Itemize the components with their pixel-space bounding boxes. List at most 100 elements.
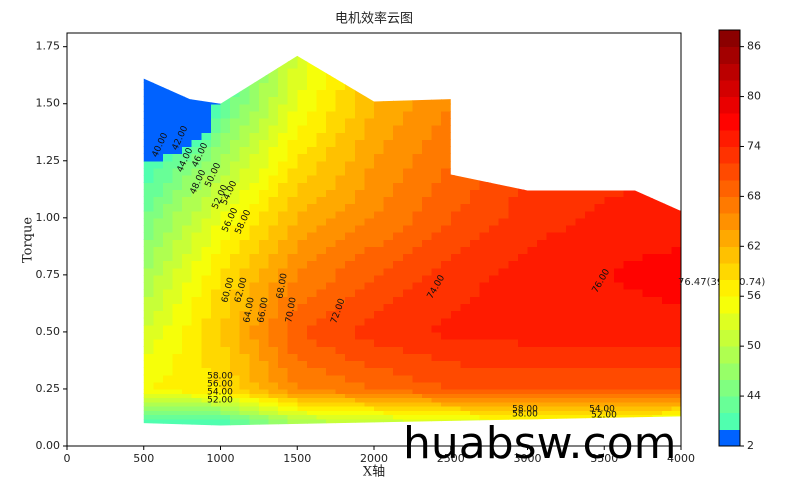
contour-cell xyxy=(364,388,375,394)
contour-cell xyxy=(585,189,596,198)
contour-cell xyxy=(556,167,567,176)
contour-cell xyxy=(527,303,538,312)
contour-cell xyxy=(153,224,164,233)
contour-cell xyxy=(297,331,308,340)
contour-cell xyxy=(671,260,681,269)
contour-cell xyxy=(585,55,596,62)
contour-cell xyxy=(623,182,634,190)
contour-cell xyxy=(268,217,279,226)
contour-cell xyxy=(422,32,432,55)
contour-cell xyxy=(182,224,193,233)
contour-cell xyxy=(249,217,260,226)
contour-cell xyxy=(374,367,385,376)
contour-cell xyxy=(498,367,509,376)
contour-cell xyxy=(364,125,375,133)
contour-cell xyxy=(374,289,385,297)
contour-cell xyxy=(431,146,442,155)
contour-cell xyxy=(613,146,625,155)
contour-cell xyxy=(354,401,366,407)
contour-cell xyxy=(594,117,605,126)
contour-cell xyxy=(565,82,577,91)
contour-cell xyxy=(335,414,346,420)
contour-cell xyxy=(220,393,231,399)
contour-cell xyxy=(412,103,423,112)
contour-cell xyxy=(278,139,289,148)
contour-cell xyxy=(594,410,605,416)
contour-cell xyxy=(661,196,673,205)
contour-cell xyxy=(575,346,586,354)
contour-cell xyxy=(354,317,366,326)
contour-cell xyxy=(585,253,596,262)
contour-cell xyxy=(412,132,423,140)
contour-cell xyxy=(143,406,154,411)
contour-cell xyxy=(258,397,270,403)
contour-cell xyxy=(565,232,577,240)
contour-cell xyxy=(565,339,577,347)
contour-cell xyxy=(191,353,202,362)
contour-cell xyxy=(143,224,154,233)
contour-cell xyxy=(661,110,673,119)
contour-cell xyxy=(585,267,596,276)
contour-cell xyxy=(575,68,586,76)
contour-cell xyxy=(210,289,222,297)
contour-cell xyxy=(642,346,653,354)
contour-cell xyxy=(374,414,385,420)
contour-cell xyxy=(537,96,548,105)
contour-cell xyxy=(230,267,241,276)
y-tick-label: 1.00 xyxy=(36,211,61,224)
contour-cell xyxy=(153,117,164,126)
contour-cell xyxy=(489,160,500,169)
contour-cell xyxy=(441,110,452,119)
contour-cell xyxy=(517,401,529,407)
contour-cell xyxy=(671,139,681,148)
contour-cell xyxy=(508,274,519,283)
contour-cell xyxy=(613,410,625,416)
contour-cell xyxy=(230,246,241,255)
contour-cell xyxy=(249,410,260,416)
x-tick-label: 1500 xyxy=(283,452,311,465)
contour-cell xyxy=(517,232,529,240)
contour-cell xyxy=(278,360,289,369)
contour-cell xyxy=(230,160,241,169)
contour-cell xyxy=(326,374,337,383)
contour-cell xyxy=(393,260,404,269)
contour-cell xyxy=(594,310,605,319)
contour-cell xyxy=(546,317,557,326)
contour-cell xyxy=(623,189,634,198)
contour-cell xyxy=(345,317,356,326)
contour-cell xyxy=(642,331,653,340)
contour-cell xyxy=(210,153,222,162)
contour-cell xyxy=(278,196,289,205)
contour-cell xyxy=(671,196,681,205)
contour-cell xyxy=(633,414,644,420)
contour-cell xyxy=(421,388,433,394)
contour-cell xyxy=(210,331,222,340)
contour-cell xyxy=(498,167,509,176)
contour-cell xyxy=(623,217,634,226)
contour-cell xyxy=(220,103,231,112)
contour-cell xyxy=(249,89,260,98)
contour-cell xyxy=(182,360,193,369)
contour-cell xyxy=(508,410,519,416)
contour-cell xyxy=(258,346,270,354)
contour-cell xyxy=(306,146,318,155)
contour-cell xyxy=(143,289,154,297)
contour-cell xyxy=(652,339,663,347)
contour-cell xyxy=(220,246,231,255)
contour-cell xyxy=(623,410,634,416)
contour-cell xyxy=(671,224,681,233)
contour-cell xyxy=(613,160,625,169)
contour-cell xyxy=(402,246,413,255)
contour-cell xyxy=(354,414,366,420)
contour-cell xyxy=(402,317,413,326)
contour-cell xyxy=(479,246,490,255)
contour-cell xyxy=(316,32,326,55)
contour-cell xyxy=(143,210,154,219)
contour-cell xyxy=(335,267,346,276)
contour-cell xyxy=(556,217,567,226)
contour-cell xyxy=(143,82,154,91)
contour-cell xyxy=(604,175,615,183)
contour-cell xyxy=(239,239,250,247)
contour-cell xyxy=(421,310,433,319)
contour-cell xyxy=(182,317,193,326)
